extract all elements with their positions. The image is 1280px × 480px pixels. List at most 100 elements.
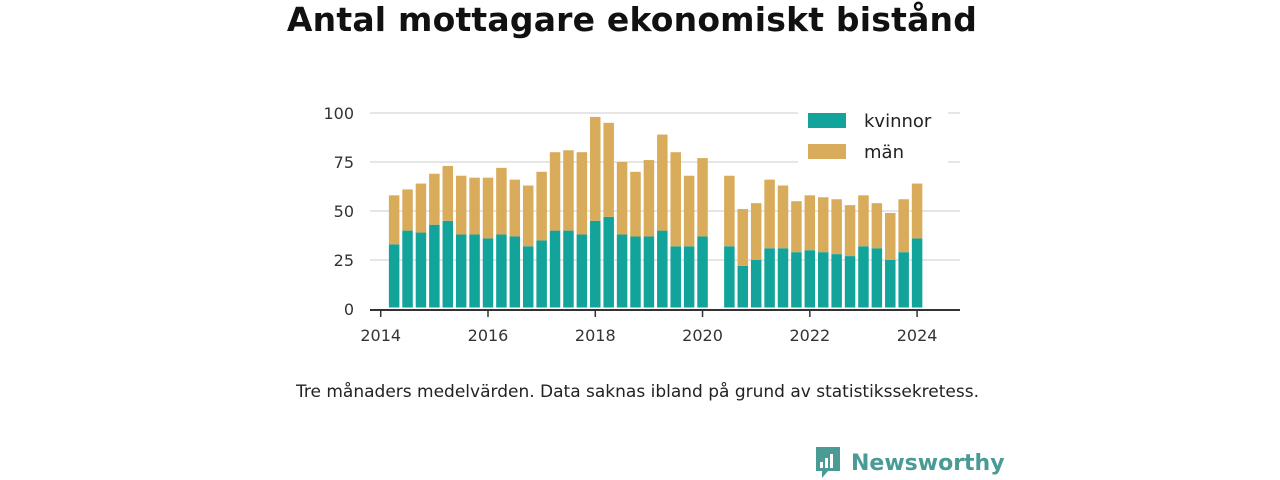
bar-kvinnor: [496, 234, 507, 308]
bar-man: [750, 203, 762, 260]
bars: [388, 116, 923, 308]
bar-man: [898, 199, 909, 253]
bar-kvinnor: [415, 232, 427, 308]
bar-man: [482, 177, 494, 239]
bar-kvinnor: [724, 246, 735, 308]
y-axis-ticks: 0 25 50 75 100: [323, 104, 354, 319]
bar-man: [509, 179, 521, 237]
bar-man: [442, 165, 454, 221]
bar-kvinnor: [737, 265, 749, 308]
bar-man: [549, 152, 561, 231]
chart-title: Antal mottagare ekonomiskt bistånd: [286, 0, 978, 39]
bar-man: [657, 134, 668, 231]
bar-man: [724, 175, 735, 247]
x-tick-label: 2014: [360, 326, 401, 345]
bar-kvinnor: [455, 234, 467, 308]
bar-man: [670, 152, 681, 247]
bar-man: [817, 197, 829, 253]
bar-kvinnor: [402, 230, 413, 308]
y-tick-label: 50: [334, 202, 354, 221]
bar-man: [415, 183, 427, 233]
bar-man: [388, 195, 400, 245]
y-tick-label: 75: [334, 153, 354, 172]
x-tick-label: 2022: [789, 326, 830, 345]
bar-kvinnor: [429, 224, 440, 308]
y-tick-label: 25: [334, 251, 354, 270]
x-tick-label: 2020: [682, 326, 723, 345]
bar-man: [536, 171, 547, 241]
bar-kvinnor: [697, 236, 708, 308]
bar-kvinnor: [844, 256, 856, 308]
bar-kvinnor: [590, 220, 601, 308]
bar-man: [831, 199, 842, 255]
chart-note: Tre månaders medelvärden. Data saknas ib…: [296, 382, 979, 402]
x-tick-label: 2024: [897, 326, 938, 345]
bar-kvinnor: [657, 230, 668, 308]
bar-kvinnor: [630, 236, 641, 308]
bar-kvinnor: [603, 216, 614, 308]
bar-man: [764, 179, 775, 249]
legend-swatch-man: [808, 144, 846, 159]
bar-kvinnor: [871, 248, 883, 308]
bar-man: [683, 175, 695, 247]
bar-man: [455, 175, 467, 235]
bar-man: [697, 158, 708, 237]
bar-kvinnor: [536, 240, 547, 308]
legend: kvinnor män: [798, 104, 948, 166]
newsworthy-logo-icon: [816, 447, 840, 478]
bar-kvinnor: [522, 246, 534, 308]
x-axis-ticks: 2014 2016 2018 2020 2022 2024: [360, 310, 937, 345]
bar-man: [871, 203, 883, 249]
bar-man: [616, 162, 628, 235]
bar-man: [737, 209, 749, 266]
legend-label-kvinnor: kvinnor: [864, 111, 932, 132]
bar-man: [858, 195, 869, 247]
bar-man: [885, 212, 896, 260]
legend-label-man: män: [864, 142, 904, 163]
bar-kvinnor: [683, 246, 695, 308]
bar-man: [563, 150, 574, 231]
bar-kvinnor: [482, 238, 494, 308]
bar-kvinnor: [616, 234, 628, 308]
bar-man: [576, 152, 588, 235]
bar-kvinnor: [764, 248, 775, 308]
bar-man: [911, 183, 923, 239]
bar-man: [791, 201, 802, 253]
y-tick-label: 0: [344, 300, 354, 319]
bar-man: [603, 122, 614, 217]
bar-kvinnor: [643, 236, 655, 308]
bar-man: [630, 171, 641, 237]
bar-kvinnor: [549, 230, 561, 308]
bar-man: [429, 173, 440, 225]
bar-kvinnor: [911, 238, 923, 308]
bar-man: [402, 189, 413, 231]
bar-kvinnor: [509, 236, 521, 308]
bar-kvinnor: [576, 234, 588, 308]
bar-man: [469, 177, 480, 235]
bar-kvinnor: [777, 248, 789, 308]
bar-man: [643, 160, 655, 237]
bar-kvinnor: [388, 244, 400, 308]
bar-kvinnor: [885, 260, 896, 308]
bar-kvinnor: [469, 234, 480, 308]
x-tick-label: 2018: [575, 326, 616, 345]
bar-kvinnor: [858, 246, 869, 308]
bar-man: [804, 195, 816, 251]
bar-kvinnor: [670, 246, 681, 308]
brand-logo[interactable]: Newsworthy: [814, 446, 1005, 480]
bar-man: [522, 185, 534, 247]
bar-kvinnor: [817, 252, 829, 308]
bar-kvinnor: [442, 220, 454, 308]
y-tick-label: 100: [323, 104, 354, 123]
brand-name: Newsworthy: [851, 450, 1005, 476]
bar-kvinnor: [804, 250, 816, 308]
bar-kvinnor: [563, 230, 574, 308]
bar-kvinnor: [750, 260, 762, 308]
legend-swatch-kvinnor: [808, 113, 846, 128]
x-tick-label: 2016: [468, 326, 509, 345]
bar-kvinnor: [831, 254, 842, 308]
bar-kvinnor: [791, 252, 802, 308]
bar-kvinnor: [898, 252, 909, 308]
bar-man: [496, 167, 507, 235]
